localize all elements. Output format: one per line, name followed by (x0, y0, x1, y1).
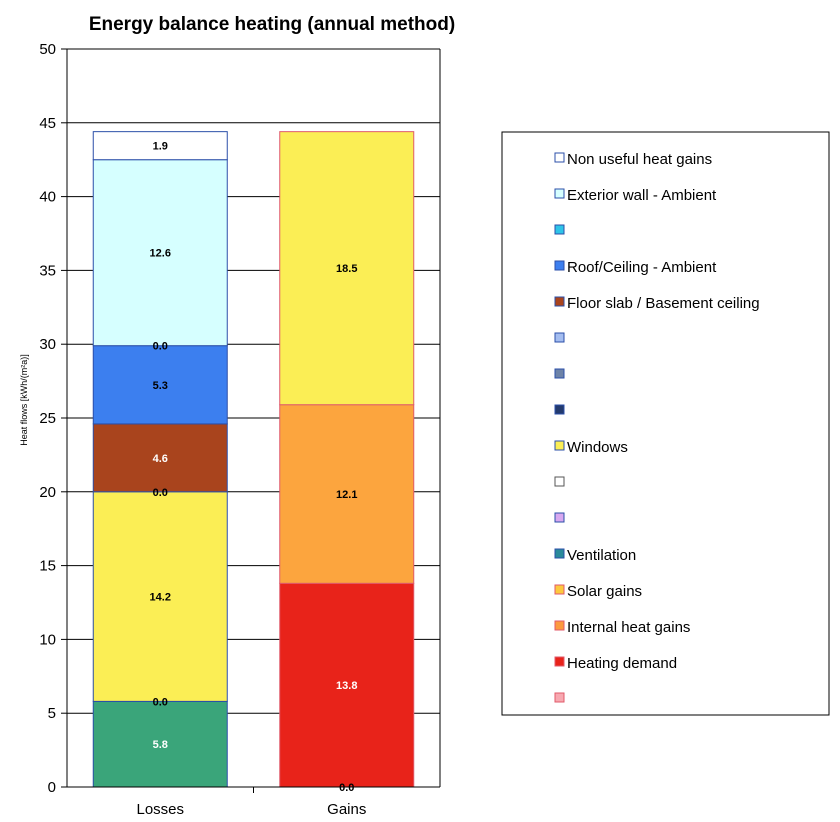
legend-swatch (554, 692, 565, 703)
legend-swatch (554, 296, 565, 307)
data-label: 12.6 (150, 248, 171, 260)
legend-swatch (554, 404, 565, 415)
data-label: 1.9 (153, 141, 168, 153)
legend-label: Exterior wall - Ambient (567, 187, 717, 204)
category-label: Losses (136, 801, 184, 818)
data-label: 12.1 (336, 489, 357, 501)
legend-swatch (554, 548, 565, 559)
legend-label: Non useful heat gains (567, 151, 712, 168)
y-tick-label: 50 (39, 41, 56, 58)
bar-segment (92, 700, 228, 788)
bar-segment (279, 131, 415, 406)
legend-swatch (554, 368, 565, 379)
y-tick-label: 0 (48, 779, 56, 796)
legend-swatch (554, 512, 565, 523)
category-label: Gains (327, 801, 366, 818)
legend-label: Ventilation (567, 547, 636, 564)
legend-label: Floor slab / Basement ceiling (567, 295, 760, 312)
legend-label: Internal heat gains (567, 619, 690, 636)
data-label: 5.8 (153, 739, 168, 751)
legend-swatch (554, 152, 565, 163)
bar-segment (92, 491, 228, 702)
data-label: 13.8 (336, 680, 357, 692)
chart-title: Energy balance heating (annual method) (89, 14, 455, 35)
y-tick-label: 25 (39, 410, 56, 427)
legend-swatch (554, 584, 565, 595)
legend-swatch (554, 440, 565, 451)
legend-swatch (554, 188, 565, 199)
bar-segment (92, 159, 228, 347)
legend: Non useful heat gains Exterior wall - Amb… (501, 131, 830, 716)
y-axis-label: Heat flows [kWh/(m²a)] (19, 354, 29, 446)
legend-swatch (554, 260, 565, 271)
legend-swatch (554, 224, 565, 235)
y-tick-label: 45 (39, 115, 56, 132)
data-label: 0.0 (153, 341, 168, 353)
legend-label: Heating demand (567, 655, 677, 672)
y-tick-label: 30 (39, 336, 56, 353)
legend-label: Windows (567, 439, 628, 456)
legend-swatch (554, 332, 565, 343)
axes (66, 49, 441, 793)
y-axis-ticks: 0 5 10 15 20 25 30 35 40 45 50 (39, 41, 67, 796)
y-tick-label: 15 (39, 558, 56, 575)
bar-segment (279, 582, 415, 788)
data-label: 4.6 (153, 453, 168, 465)
stacked-bars (92, 131, 415, 788)
legend-label: Solar gains (567, 583, 642, 600)
data-label: 0.0 (153, 696, 168, 708)
y-tick-label: 35 (39, 262, 56, 279)
legend-swatch (554, 476, 565, 487)
legend-swatch (554, 656, 565, 667)
legend-label: Roof/Ceiling - Ambient (567, 259, 717, 276)
bar-segment (92, 131, 228, 161)
category-labels: Losses Gains (136, 801, 366, 818)
legend-swatch (554, 620, 565, 631)
y-tick-label: 5 (48, 705, 56, 722)
data-label: 0.0 (339, 782, 354, 794)
data-label: 18.5 (336, 263, 357, 275)
y-tick-label: 10 (39, 631, 56, 648)
data-label: 0.0 (153, 487, 168, 499)
data-labels: 5.8 0.0 14.2 0.0 4.6 5.3 0.0 12.6 1.9 0.0 13.8 12.1… (150, 141, 358, 794)
y-tick-label: 40 (39, 189, 56, 206)
data-label: 5.3 (153, 380, 168, 392)
data-label: 14.2 (150, 592, 171, 604)
y-tick-label: 20 (39, 484, 56, 501)
bar-segment (279, 404, 415, 584)
